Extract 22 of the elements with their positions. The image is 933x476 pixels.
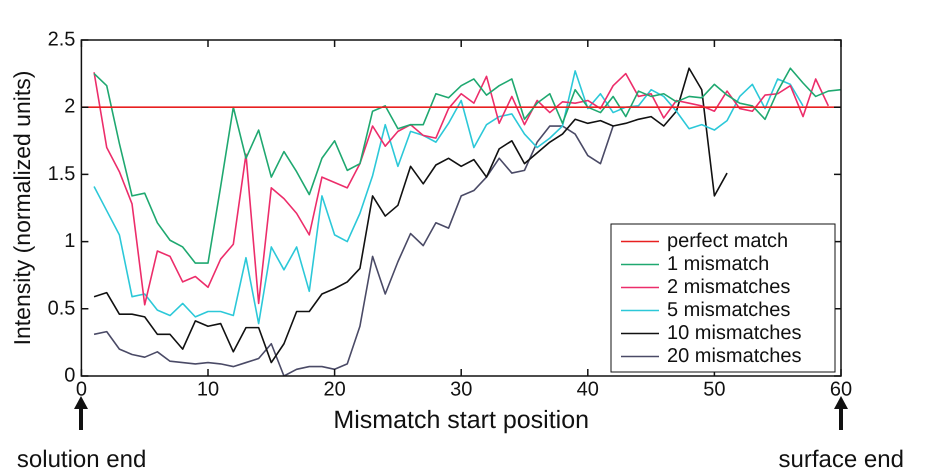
legend-label: 2 mismatches	[667, 276, 790, 298]
y-axis-title: Intensity (normalized units)	[9, 70, 36, 346]
legend-label: 1 mismatch	[667, 253, 770, 276]
y-tick-label: 0.5	[48, 297, 76, 320]
x-tick-label: 20	[323, 378, 346, 401]
legend-label: perfect match	[667, 230, 788, 252]
x-tick-label: 60	[830, 378, 852, 401]
x-tick-label: 50	[703, 378, 726, 401]
text: solution end	[16, 446, 146, 474]
y-tick-label: 2.5	[48, 28, 76, 51]
x-tick-label: 40	[576, 378, 599, 401]
x-axis-title: Mismatch start position	[333, 406, 590, 434]
x-tick-label: 10	[196, 378, 220, 401]
y-tick-label: 0	[64, 364, 76, 387]
legend-label: 20 mismatches	[667, 345, 802, 368]
y-tick-label: 1.5	[48, 162, 76, 185]
text: surface end	[778, 446, 904, 474]
legend-label: 10 mismatches	[667, 322, 802, 344]
x-tick-label: 30	[450, 378, 472, 401]
y-tick-label: 2	[64, 96, 76, 118]
legend-label: 5 mismatches	[667, 299, 790, 322]
y-tick-label: 1	[64, 230, 76, 252]
